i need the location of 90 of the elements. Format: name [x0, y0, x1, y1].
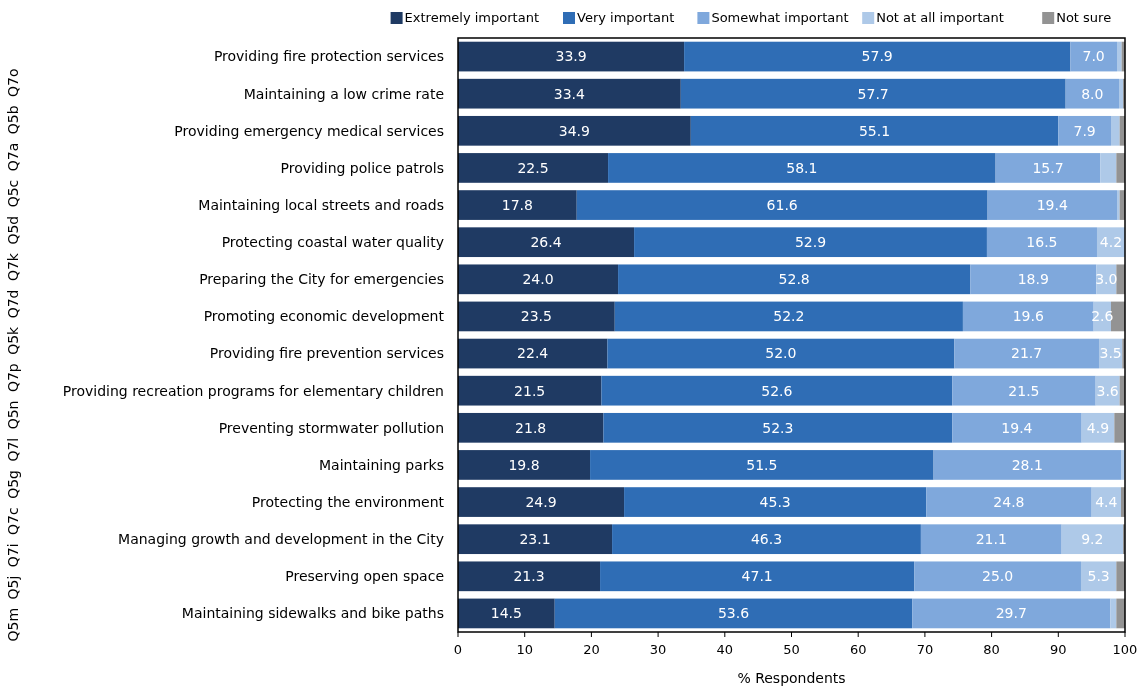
- y-tick-label: Preserving open space: [285, 568, 444, 585]
- data-label: 22.4: [517, 345, 549, 362]
- data-label: 21.1: [975, 531, 1007, 548]
- data-label: 4.4: [1095, 493, 1118, 510]
- data-label: 5.3: [1087, 568, 1110, 585]
- data-label: 52.8: [778, 271, 810, 288]
- x-tick-label: 0: [453, 642, 463, 657]
- legend-label: Not sure: [1056, 10, 1112, 25]
- y-tick-label: Maintaining a low crime rate: [243, 85, 444, 102]
- data-label: 61.6: [766, 196, 798, 213]
- data-label: 28.1: [1011, 456, 1043, 473]
- legend-label: Very important: [577, 10, 675, 25]
- data-label: 7.0: [1082, 48, 1105, 65]
- data-label: 26.4: [530, 234, 562, 251]
- x-tick-label: 60: [849, 642, 867, 657]
- y-tick-label: Maintaining parks: [319, 456, 444, 473]
- x-tick-label: 80: [983, 642, 1000, 657]
- y-tick-label: Providing fire prevention services: [209, 345, 444, 362]
- data-label: 3.0: [1095, 271, 1118, 288]
- data-label: 24.8: [993, 493, 1025, 510]
- y-tick-label: Promoting economic development: [203, 308, 445, 325]
- data-label: 21.5: [1008, 382, 1040, 399]
- data-label: 24.0: [522, 271, 554, 288]
- data-label: 52.6: [761, 382, 793, 399]
- x-tick-label: 70: [916, 642, 934, 657]
- data-label: 16.5: [1026, 234, 1058, 251]
- data-label: 51.5: [746, 456, 778, 473]
- y-tick-label: Maintaining local streets and roads: [198, 196, 444, 213]
- data-label: 47.1: [741, 568, 773, 585]
- legend-label: Extremely important: [404, 10, 539, 25]
- data-label: 19.4: [1036, 196, 1068, 213]
- x-tick-label: 100: [1112, 642, 1138, 657]
- text: Q5m Q5j Q7i Q7c Q5g Q7l Q5n Q7p Q5k Q7d Q7k Q5d Q5c Q7a Q5b Q7o: [5, 68, 21, 642]
- y-tick-label: Managing growth and development in the City: [118, 531, 444, 548]
- data-label: 24.9: [525, 493, 557, 510]
- x-axis-title: % Respondents: [737, 670, 846, 686]
- y-tick-label: Providing recreation programs for elementary children: [62, 382, 444, 399]
- data-label: 52.2: [773, 308, 805, 325]
- data-label: 7.9: [1073, 122, 1096, 139]
- x-tick-label: 10: [516, 642, 533, 657]
- data-label: 25.0: [982, 568, 1014, 585]
- y-tick-label: Preventing stormwater pollution: [218, 419, 444, 436]
- data-label: 21.7: [1011, 345, 1043, 362]
- data-label: 57.9: [861, 48, 893, 65]
- data-label: 21.8: [515, 419, 547, 436]
- data-label: 21.3: [513, 568, 545, 585]
- data-label: 3.6: [1096, 382, 1119, 399]
- x-tick-label: 20: [583, 642, 600, 657]
- data-label: 19.4: [1001, 419, 1033, 436]
- y-tick-label: Protecting coastal water quality: [221, 234, 444, 251]
- data-label: 17.8: [501, 196, 533, 213]
- data-label: 18.9: [1017, 271, 1049, 288]
- data-label: 21.5: [514, 382, 546, 399]
- data-label: 22.5: [517, 159, 549, 176]
- y-tick-label: Preparing the City for emergencies: [199, 271, 444, 288]
- x-tick-label: 90: [1050, 642, 1067, 657]
- data-label: 19.6: [1012, 308, 1044, 325]
- data-label: 33.4: [553, 85, 586, 102]
- legend-label: Not at all important: [876, 10, 1004, 25]
- data-label: 23.5: [520, 308, 552, 325]
- data-label: 34.9: [558, 122, 590, 139]
- data-label: 19.8: [508, 456, 540, 473]
- data-label: 53.6: [717, 605, 750, 622]
- data-label: 4.2: [1099, 234, 1123, 251]
- y-tick-label: Providing fire protection services: [213, 48, 444, 65]
- data-label: 23.1: [519, 531, 551, 548]
- data-label: 58.1: [786, 159, 818, 176]
- data-label: 33.9: [555, 48, 587, 65]
- data-label: 52.0: [765, 345, 797, 362]
- data-label: 57.7: [857, 85, 889, 102]
- data-label: 45.3: [759, 493, 791, 510]
- data-label: 55.1: [858, 122, 891, 139]
- y-tick-label: Providing police patrols: [280, 159, 444, 176]
- data-label: 4.9: [1086, 419, 1110, 436]
- data-label: 14.5: [490, 605, 522, 622]
- data-label: 8.0: [1081, 85, 1104, 102]
- data-label: 52.9: [794, 234, 827, 251]
- data-label: 29.7: [995, 605, 1027, 622]
- y-tick-label: Protecting the environment: [251, 493, 445, 510]
- data-label: 52.3: [762, 419, 794, 436]
- y-tick-label: Providing emergency medical services: [174, 122, 444, 139]
- x-tick-label: 50: [783, 642, 800, 657]
- data-label: 15.7: [1032, 159, 1064, 176]
- data-label: 9.2: [1081, 531, 1104, 548]
- legend-label: Somewhat important: [711, 10, 849, 25]
- y-tick-label: Maintaining sidewalks and bike paths: [181, 605, 444, 622]
- data-label: 46.3: [750, 531, 783, 548]
- x-tick-label: 40: [716, 642, 734, 657]
- x-tick-label: 30: [649, 642, 667, 657]
- data-label: 3.5: [1099, 345, 1122, 362]
